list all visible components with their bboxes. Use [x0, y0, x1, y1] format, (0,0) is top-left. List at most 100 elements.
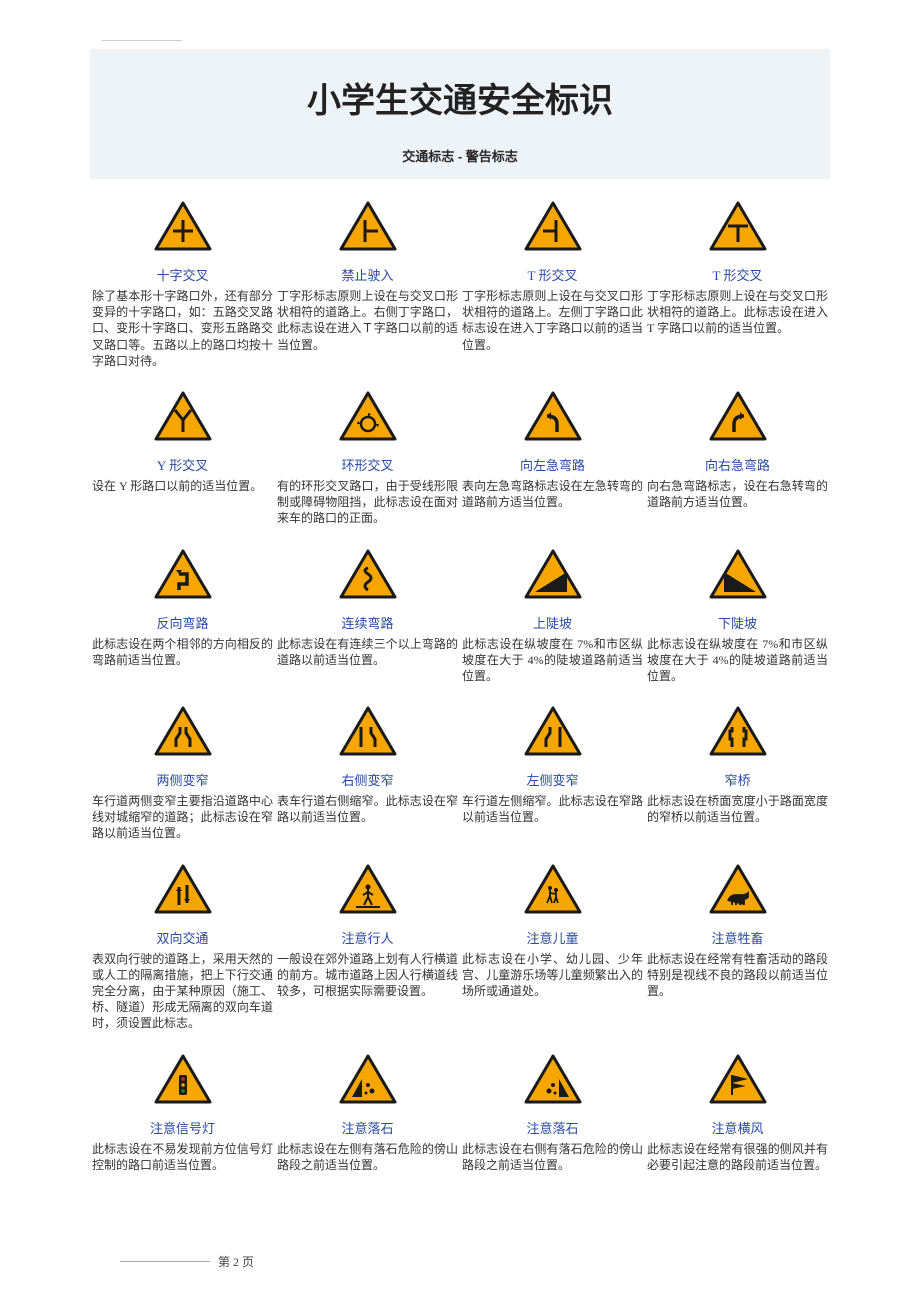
sign-grid: 十字交叉除了基本形十字路口外，还有部分变异的十字路口，如：五路交叉路口、变形十字…	[90, 193, 830, 1173]
sign-label: 向左急弯路	[520, 455, 585, 474]
rockfall_right-icon	[523, 1046, 583, 1112]
sign-cell: 反向弯路此标志设在两个相邻的方向相反的弯路前适当位置。	[90, 541, 275, 685]
downhill-icon	[708, 541, 768, 607]
sign-label: 向右急弯路	[705, 455, 770, 474]
sign-label: 注意行人	[341, 928, 393, 947]
children-icon	[523, 856, 583, 922]
sign-description: 有的环形交叉路口，由于受线形限制或障碍物阻挡，此标志设在面对来车的路口的正面。	[277, 478, 458, 527]
roundabout-icon	[338, 383, 398, 449]
sign-cell: 注意横风此标志设在经常有很强的侧风并有必要引起注意的路段前适当位置。	[645, 1046, 830, 1173]
sign-cell: 连续弯路此标志设在有连续三个以上弯路的道路以前适当位置。	[275, 541, 460, 685]
sign-row: 注意信号灯此标志设在不易发现前方位信号灯控制的路口前适当位置。 注意落石此标志设…	[90, 1046, 830, 1173]
sign-description: 此标志设在桥面宽度小于路面宽度的窄桥以前适当位置。	[647, 793, 828, 825]
sign-label: 反向弯路	[156, 613, 208, 632]
sign-label: 窄桥	[724, 770, 750, 789]
sign-description: 表向左急弯路标志设在左急转弯的道路前方适当位置。	[462, 478, 643, 510]
crosswind-icon	[708, 1046, 768, 1112]
sign-cell: 注意落石此标志设在右侧有落石危险的傍山路段之前适当位置。	[460, 1046, 645, 1173]
t_left-icon	[523, 193, 583, 259]
sign-description: 此标志设在有连续三个以上弯路的道路以前适当位置。	[277, 636, 458, 668]
sign-description: 一般设在郊外道路上划有人行横道的前方。城市道路上因人行横道线较多，可根据实际需要…	[277, 951, 458, 1000]
sign-description: 此标志设在小学、幼儿园、少年宫、儿童游乐场等儿童频繁出入的场所或通道处。	[462, 951, 643, 1000]
sign-label: T 形交叉	[713, 265, 763, 284]
y_fork-icon	[153, 383, 213, 449]
sign-label: 上陡坡	[533, 613, 572, 632]
sign-cell: 注意落石此标志设在左侧有落石危险的傍山路段之前适当位置。	[275, 1046, 460, 1173]
sign-cell: 注意行人一般设在郊外道路上划有人行横道的前方。城市道路上因人行横道线较多，可根据…	[275, 856, 460, 1032]
winding-icon	[338, 541, 398, 607]
sign-cell: 窄桥此标志设在桥面宽度小于路面宽度的窄桥以前适当位置。	[645, 698, 830, 842]
sign-cell: 禁止驶入丁字形标志原则上设在与交叉口形状相符的道路上。右侧丁字路口，此标志设在进…	[275, 193, 460, 369]
curve_right-icon	[708, 383, 768, 449]
sign-label: 注意落石	[341, 1118, 393, 1137]
sign-cell: 右侧变窄表车行道右侧缩窄。此标志设在窄路以前适当位置。	[275, 698, 460, 842]
sign-description: 此标志设在纵坡度在 7%和市区纵坡度在大于 4%的陡坡道路前适当位置。	[647, 636, 828, 685]
sign-description: 表双向行驶的道路上，采用天然的或人工的隔离措施，把上下行交通完全分离，由于某种原…	[92, 951, 273, 1032]
sign-description: 此标志设在左侧有落石危险的傍山路段之前适当位置。	[277, 1141, 458, 1173]
cross-icon	[153, 193, 213, 259]
traffic_light-icon	[153, 1046, 213, 1112]
sign-cell: T 形交叉丁字形标志原则上设在与交叉口形状相符的道路上。左侧丁字路口此标志设在进…	[460, 193, 645, 369]
sign-cell: 左侧变窄车行道左侧缩窄。此标志设在窄路以前适当位置。	[460, 698, 645, 842]
sign-label: 注意落石	[526, 1118, 578, 1137]
sign-cell: 向左急弯路表向左急弯路标志设在左急转弯的道路前方适当位置。	[460, 383, 645, 527]
sign-cell: 注意信号灯此标志设在不易发现前方位信号灯控制的路口前适当位置。	[90, 1046, 275, 1173]
sign-cell: 注意儿童此标志设在小学、幼儿园、少年宫、儿童游乐场等儿童频繁出入的场所或通道处。	[460, 856, 645, 1032]
sign-row: 两侧变窄车行道两侧变窄主要指沿道路中心线对城缩窄的道路；此标志设在窄路以前适当位…	[90, 698, 830, 842]
sign-label: 下陡坡	[718, 613, 757, 632]
sign-label: 禁止驶入	[341, 265, 393, 284]
sign-description: 此标志设在右侧有落石危险的傍山路段之前适当位置。	[462, 1141, 643, 1173]
sign-description: 设在 Y 形路口以前的适当位置。	[92, 478, 273, 494]
sign-label: 注意牲畜	[711, 928, 763, 947]
two_way-icon	[153, 856, 213, 922]
header-rule	[102, 40, 182, 41]
sign-description: 此标志设在纵坡度在 7%和市区纵坡度在大于 4%的陡坡道路前适当位置。	[462, 636, 643, 685]
sign-label: 环形交叉	[341, 455, 393, 474]
sign-label: 双向交通	[156, 928, 208, 947]
sign-cell: 十字交叉除了基本形十字路口外，还有部分变异的十字路口，如：五路交叉路口、变形十字…	[90, 193, 275, 369]
narrow_both-icon	[153, 698, 213, 764]
page-title: 小学生交通安全标识	[90, 73, 830, 122]
uphill-icon	[523, 541, 583, 607]
page-footer: 第 2 页	[90, 1253, 830, 1270]
title-block: 小学生交通安全标识 交通标志 - 警告标志	[90, 49, 830, 179]
sign-description: 此标志设在经常有牲畜活动的路段特别是视线不良的路段以前适当位置。	[647, 951, 828, 1000]
sign-description: 此标志设在不易发现前方位信号灯控制的路口前适当位置。	[92, 1141, 273, 1173]
sign-label: 右侧变窄	[341, 770, 393, 789]
sign-label: T 形交叉	[528, 265, 578, 284]
sign-description: 此标志设在经常有很强的侧风并有必要引起注意的路段前适当位置。	[647, 1141, 828, 1173]
sign-cell: 上陡坡此标志设在纵坡度在 7%和市区纵坡度在大于 4%的陡坡道路前适当位置。	[460, 541, 645, 685]
sign-label: 两侧变窄	[156, 770, 208, 789]
sign-cell: 注意牲畜此标志设在经常有牲畜活动的路段特别是视线不良的路段以前适当位置。	[645, 856, 830, 1032]
reverse_bend-icon	[153, 541, 213, 607]
narrow_right-icon	[338, 698, 398, 764]
sign-row: 双向交通表双向行驶的道路上，采用天然的或人工的隔离措施，把上下行交通完全分离，由…	[90, 856, 830, 1032]
sign-cell: 下陡坡此标志设在纵坡度在 7%和市区纵坡度在大于 4%的陡坡道路前适当位置。	[645, 541, 830, 685]
rockfall_left-icon	[338, 1046, 398, 1112]
sign-label: 连续弯路	[341, 613, 393, 632]
sign-label: 十字交叉	[156, 265, 208, 284]
narrow_left-icon	[523, 698, 583, 764]
sign-description: 除了基本形十字路口外，还有部分变异的十字路口，如：五路交叉路口、变形十字路口、变…	[92, 288, 273, 369]
footer-rule	[120, 1261, 210, 1262]
sign-label: 注意横风	[711, 1118, 763, 1137]
sign-label: Y 形交叉	[157, 455, 208, 474]
sign-description: 车行道左侧缩窄。此标志设在窄路以前适当位置。	[462, 793, 643, 825]
sign-description: 丁字形标志原则上设在与交叉口形状相符的道路上。左侧丁字路口此标志设在进入丁字路口…	[462, 288, 643, 353]
sign-row: Y 形交叉设在 Y 形路口以前的适当位置。 环形交叉有的环形交叉路口，由于受线形…	[90, 383, 830, 527]
sign-row: 十字交叉除了基本形十字路口外，还有部分变异的十字路口，如：五路交叉路口、变形十字…	[90, 193, 830, 369]
pedestrian-icon	[338, 856, 398, 922]
sign-cell: 两侧变窄车行道两侧变窄主要指沿道路中心线对城缩窄的道路；此标志设在窄路以前适当位…	[90, 698, 275, 842]
sign-cell: T 形交叉丁字形标志原则上设在与交叉口形状相符的道路上。此标志设在进入 T 字路…	[645, 193, 830, 369]
sign-label: 注意儿童	[526, 928, 578, 947]
sign-cell: 环形交叉有的环形交叉路口，由于受线形限制或障碍物阻挡，此标志设在面对来车的路口的…	[275, 383, 460, 527]
sign-row: 反向弯路此标志设在两个相邻的方向相反的弯路前适当位置。 连续弯路此标志设在有连续…	[90, 541, 830, 685]
sign-label: 左侧变窄	[526, 770, 578, 789]
sign-description: 车行道两侧变窄主要指沿道路中心线对城缩窄的道路；此标志设在窄路以前适当位置。	[92, 793, 273, 842]
sign-description: 丁字形标志原则上设在与交叉口形状相符的道路上。右侧丁字路口，此标志设在进入Ｔ字路…	[277, 288, 458, 353]
sign-description: 丁字形标志原则上设在与交叉口形状相符的道路上。此标志设在进入 T 字路口以前的适…	[647, 288, 828, 337]
narrow_bridge-icon	[708, 698, 768, 764]
sign-cell: 双向交通表双向行驶的道路上，采用天然的或人工的隔离措施，把上下行交通完全分离，由…	[90, 856, 275, 1032]
t_down-icon	[708, 193, 768, 259]
sign-cell: Y 形交叉设在 Y 形路口以前的适当位置。	[90, 383, 275, 527]
